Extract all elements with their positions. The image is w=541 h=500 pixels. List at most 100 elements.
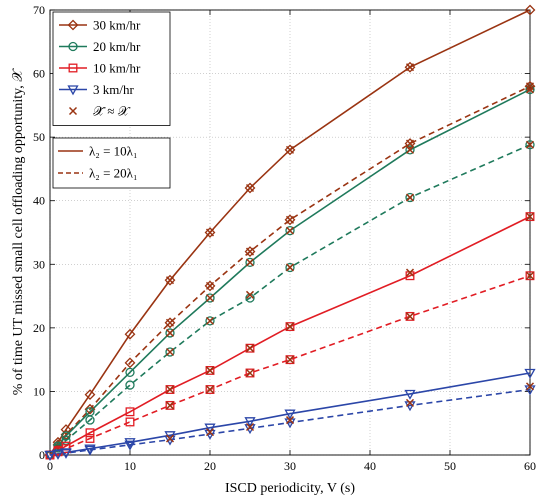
data-point [524, 80, 536, 92]
data-point [124, 328, 136, 340]
x-tick-label: 30 [284, 459, 296, 473]
data-point [124, 440, 136, 451]
data-point [405, 192, 415, 203]
data-point [245, 368, 255, 378]
approximation-marker [405, 145, 415, 154]
data-point [165, 385, 175, 394]
approximation-marker [525, 85, 535, 94]
data-point [285, 355, 295, 365]
approximation-marker [165, 328, 175, 337]
x-tick-label: 60 [524, 459, 536, 473]
data-point [125, 417, 135, 427]
legend-label: λ₂ = 20λ₁ [89, 166, 138, 181]
legend-label: 30 km/hr [93, 18, 141, 33]
data-point [244, 182, 256, 194]
data-point [405, 145, 415, 155]
legend-density-box [52, 137, 171, 189]
data-point [165, 328, 175, 338]
approximation-marker [285, 355, 295, 364]
legend-label: 20 km/hr [93, 39, 141, 54]
data-point [244, 246, 256, 257]
approximation-marker [205, 316, 215, 325]
plot-frame [49, 9, 531, 456]
data-point [285, 225, 295, 236]
data-point [525, 271, 535, 281]
data-point [285, 262, 295, 273]
approximation-marker [205, 428, 215, 437]
legend-label: 10 km/hr [93, 61, 141, 76]
approximation-marker [405, 398, 415, 407]
approximation-marker [405, 139, 415, 148]
data-point [124, 438, 136, 449]
x-tick-label: 0 [47, 459, 53, 473]
legend-label: 3 km/hr [93, 82, 134, 97]
x-tick-label: 50 [444, 459, 456, 473]
approximation-marker [245, 290, 255, 299]
data-point [524, 368, 536, 379]
approximation-marker [285, 215, 295, 224]
approximation-marker [405, 312, 415, 321]
series-line [49, 144, 531, 456]
data-point [85, 415, 95, 425]
data-point [204, 423, 216, 434]
data-point [84, 445, 96, 456]
approximation-marker [405, 193, 415, 202]
approximation-marker [525, 212, 535, 221]
data-point [404, 61, 416, 73]
approximation-marker [165, 401, 175, 410]
data-point [525, 212, 535, 222]
data-point [284, 409, 296, 420]
legend-marker [68, 41, 78, 52]
approximation-marker [205, 228, 215, 237]
data-point [125, 380, 135, 390]
approximation-marker [165, 434, 175, 443]
data-point [164, 274, 176, 286]
approximation-marker [245, 258, 255, 267]
data-point [165, 400, 175, 410]
data-point [204, 280, 216, 292]
approximation-marker [165, 318, 175, 327]
approximation-marker [285, 226, 295, 235]
data-point [284, 144, 296, 156]
legend-label: λ₂ = 10λ₁ [89, 144, 138, 159]
data-point [205, 316, 215, 326]
approximation-marker [285, 322, 295, 331]
data-point [244, 417, 256, 428]
data-point [84, 403, 96, 415]
x-tick-label: 40 [364, 459, 376, 473]
data-point [44, 450, 56, 461]
data-point [85, 428, 95, 438]
data-point [164, 317, 176, 329]
approximation-marker [205, 281, 215, 290]
data-point [60, 448, 72, 459]
approximation-marker [245, 368, 255, 378]
data-point [205, 293, 215, 303]
legend-marker [68, 63, 78, 73]
y-tick-label: 40 [33, 194, 45, 208]
data-point [205, 385, 215, 394]
marker-layer [44, 4, 536, 461]
approximation-marker [165, 347, 175, 357]
legend-marker [67, 19, 79, 31]
y-tick-label: 30 [33, 257, 45, 271]
data-point [60, 424, 72, 435]
x-tick-label: 10 [124, 459, 136, 473]
approximation-marker [525, 271, 535, 280]
approximation-marker [285, 263, 295, 272]
data-point [404, 389, 416, 400]
y-tick-label: 50 [33, 130, 45, 144]
approximation-marker [525, 140, 535, 149]
legend-speed: 30 km/hr 20 km/hr 10 km/hr 3 km/hr 𝒳̃ ≈ 𝒳 [52, 11, 171, 126]
approximation-marker [245, 344, 255, 353]
approximation-marker [245, 247, 255, 256]
data-point [245, 343, 255, 353]
approximation-marker [405, 268, 415, 277]
approximation-marker [525, 382, 535, 391]
y-tick-label: 70 [33, 3, 45, 17]
data-point [204, 227, 216, 238]
approximation-marker [405, 63, 415, 72]
data-point [405, 311, 415, 321]
data-point [404, 138, 416, 149]
legend: 30 km/hr 20 km/hr 10 km/hr 3 km/hr 𝒳̃ ≈ 𝒳 λ₂ … [52, 11, 171, 189]
